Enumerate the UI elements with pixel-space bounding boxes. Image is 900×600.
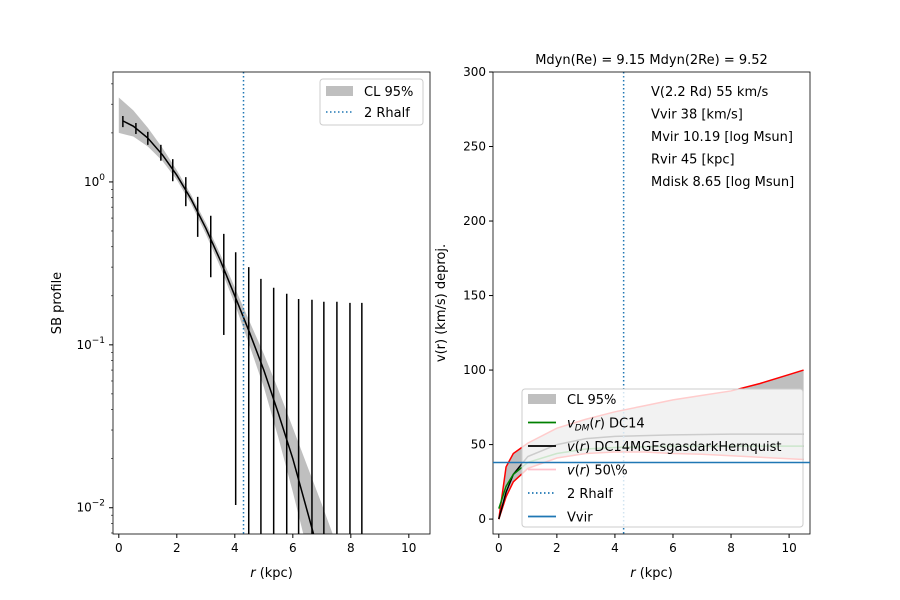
annotation-text: Rvir 45 [kpc] (651, 153, 735, 168)
left-axes-frame (112, 71, 431, 535)
left-legend: CL 95% 2 Rhalf (319, 78, 424, 126)
y-tick-label: 100 (84, 173, 105, 189)
legend-label: CL 95% (567, 393, 616, 408)
annotation-text: Mdisk 8.65 [log Msun] (651, 175, 794, 190)
y-tick-label: 200 (463, 214, 486, 228)
y-tick-label: 150 (463, 289, 486, 303)
right-legend: CL 95% vDM(r) DC14 v(r) DC14MGEsgasdarkHer… (521, 388, 804, 528)
x-tick-label: 2 (553, 541, 561, 555)
legend-label: 2 Rhalf (567, 487, 613, 502)
x-tick-label: 2 (173, 541, 181, 555)
annotation-text: Mvir 10.19 [log Msun] (651, 130, 793, 145)
model-line (122, 120, 315, 534)
x-tick-label: 6 (669, 541, 677, 555)
left-axes: 0 2 4 6 8 10 10−2 10−1 100 r (kpc) SB profile CL 95… (50, 71, 431, 581)
x-axis-label: r (kpc) (630, 566, 673, 581)
legend-label: v(r) 50\% (567, 464, 628, 479)
x-tick-label: 10 (781, 541, 796, 555)
y-axis-label: v(r) (km/s) deproj. (434, 244, 449, 362)
y-tick-label: 10−2 (76, 499, 105, 515)
legend-label: 2 Rhalf (364, 106, 410, 121)
legend-patch (528, 394, 556, 404)
x-tick-label: 0 (495, 541, 503, 555)
legend-label: CL 95% (364, 85, 413, 100)
annotation-text: V(2.2 Rd) 55 km/s (651, 85, 769, 100)
y-axis-label: SB profile (50, 272, 65, 334)
x-tick-label: 4 (231, 541, 239, 555)
chart-title: Mdyn(Re) = 9.15 Mdyn(2Re) = 9.52 (535, 53, 768, 68)
y-tick-label: 250 (463, 140, 486, 154)
legend-patch (326, 86, 353, 96)
x-tick-label: 10 (401, 541, 416, 555)
y-tick-label: 300 (463, 65, 486, 79)
y-tick-label: 50 (471, 438, 486, 452)
legend-box (521, 388, 804, 528)
left-plot-area (118, 72, 363, 534)
x-tick-label: 6 (289, 541, 297, 555)
y-tick-label: 10−1 (76, 336, 105, 352)
x-tick-label: 8 (727, 541, 735, 555)
x-tick-label: 0 (115, 541, 123, 555)
x-tick-label: 4 (611, 541, 619, 555)
x-tick-label: 8 (347, 541, 355, 555)
y-tick-label: 0 (478, 512, 486, 526)
cl95-band (118, 97, 351, 534)
right-axes-frame (492, 71, 811, 535)
annotation-text: Vvir 38 [km/s] (651, 108, 743, 123)
x-axis-label: r (kpc) (250, 566, 293, 581)
legend-label: Vvir (567, 511, 593, 526)
legend-label: v(r) DC14MGEsgasdarkHernquist (567, 440, 781, 455)
legend-label: vDM(r) DC14 (567, 417, 645, 434)
y-tick-label: 100 (463, 363, 486, 377)
